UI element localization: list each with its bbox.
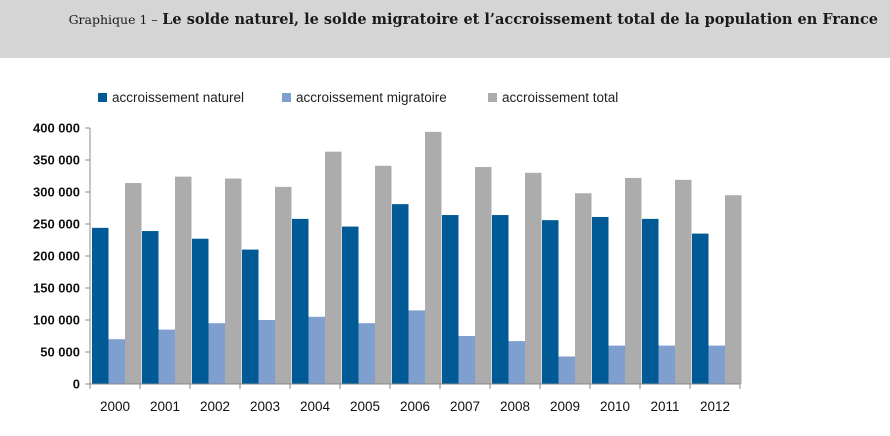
x-tick-label: 2005 <box>350 399 380 414</box>
legend-swatch-1 <box>282 93 291 102</box>
bar-total-2004 <box>325 151 342 384</box>
bar-total-2001 <box>175 176 192 384</box>
bar-migratoire-2001 <box>158 329 175 384</box>
bar-total-2005 <box>375 165 392 384</box>
chart-title-main: Le solde naturel, le solde migratoire et… <box>162 11 878 28</box>
bars <box>92 131 742 384</box>
y-tick-label: 50 000 <box>40 345 80 360</box>
bar-total-2006 <box>425 131 442 384</box>
x-tick-label: 2008 <box>500 399 530 414</box>
bar-naturel-2010 <box>592 216 609 384</box>
bar-total-2007 <box>475 167 492 384</box>
bar-migratoire-2009 <box>558 356 575 384</box>
bar-migratoire-2000 <box>108 339 125 384</box>
bar-total-2012 <box>725 195 742 384</box>
y-tick-label: 400 000 <box>33 121 80 136</box>
bar-naturel-2008 <box>492 215 509 384</box>
bar-naturel-2001 <box>142 231 159 384</box>
y-tick-label: 200 000 <box>33 249 80 264</box>
bar-total-2010 <box>625 177 642 384</box>
chart-title: Graphique 1 – Le solde naturel, le solde… <box>69 11 878 28</box>
bar-migratoire-2004 <box>308 316 325 384</box>
x-tick-label: 2002 <box>200 399 230 414</box>
legend-label-0: accroissement naturel <box>112 90 244 105</box>
bar-naturel-2009 <box>542 220 559 384</box>
x-axis: 2000 2001 2002 2003 2004 2005 2006 2007 2008 2009… <box>89 383 741 414</box>
bar-total-2003 <box>275 186 292 384</box>
bar-total-2000 <box>125 183 142 384</box>
bar-migratoire-2002 <box>208 323 225 384</box>
y-axis: 0 50 000 100 000 150 000 200 000 250 000 300 0… <box>33 121 91 392</box>
bar-migratoire-2010 <box>608 345 625 384</box>
bar-total-2009 <box>575 193 592 384</box>
x-tick-label: 2011 <box>650 399 679 414</box>
y-tick-label: 150 000 <box>33 281 80 296</box>
y-tick-label: 250 000 <box>33 217 80 232</box>
legend-swatch-2 <box>488 93 497 102</box>
bar-migratoire-2005 <box>358 323 375 384</box>
legend: accroissement naturel accroissement migra… <box>98 90 618 105</box>
x-tick-label: 2009 <box>550 399 580 414</box>
x-tick-label: 2003 <box>250 399 280 414</box>
bar-naturel-2002 <box>192 238 209 384</box>
x-tick-label: 2012 <box>700 399 730 414</box>
bar-naturel-2006 <box>392 204 409 384</box>
bar-total-2008 <box>525 172 542 384</box>
x-tick-label: 2007 <box>450 399 480 414</box>
x-tick-label: 2004 <box>300 399 331 414</box>
bar-migratoire-2012 <box>708 345 725 384</box>
bar-naturel-2012 <box>692 233 709 384</box>
bar-naturel-2003 <box>242 249 259 384</box>
bar-migratoire-2008 <box>508 341 525 384</box>
bar-naturel-2005 <box>342 226 359 384</box>
y-tick-label: 350 000 <box>33 153 80 168</box>
bar-migratoire-2011 <box>658 345 675 384</box>
chart-header: Graphique 1 – Le solde naturel, le solde… <box>0 0 890 58</box>
x-tick-label: 2001 <box>150 399 180 414</box>
y-tick-label: 300 000 <box>33 185 80 200</box>
legend-label-2: accroissement total <box>502 90 618 105</box>
bar-naturel-2004 <box>292 218 309 384</box>
bar-total-2011 <box>675 179 692 384</box>
x-tick-label: 2000 <box>100 399 130 414</box>
legend-label-1: accroissement migratoire <box>296 90 447 105</box>
bar-migratoire-2006 <box>408 310 425 384</box>
bar-migratoire-2007 <box>458 336 475 384</box>
bar-total-2002 <box>225 178 242 384</box>
y-tick-label: 0 <box>73 377 80 392</box>
bar-migratoire-2003 <box>258 320 275 384</box>
x-tick-label: 2010 <box>600 399 630 414</box>
x-tick-label: 2006 <box>400 399 430 414</box>
bar-naturel-2000 <box>92 227 109 384</box>
bar-naturel-2007 <box>442 215 459 384</box>
y-tick-label: 100 000 <box>33 313 80 328</box>
bar-naturel-2011 <box>642 218 659 384</box>
legend-swatch-0 <box>98 93 107 102</box>
chart-title-prefix: Graphique 1 – <box>68 12 158 27</box>
